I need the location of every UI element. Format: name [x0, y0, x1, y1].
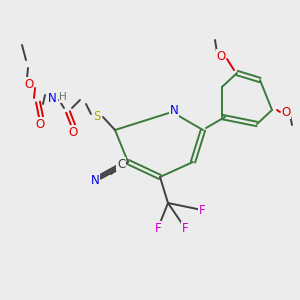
Text: O: O	[216, 50, 226, 62]
Text: O: O	[281, 106, 291, 118]
Text: N: N	[169, 104, 178, 118]
Text: O: O	[24, 77, 34, 91]
Text: F: F	[199, 203, 205, 217]
Text: N: N	[48, 92, 56, 104]
Text: N: N	[91, 173, 99, 187]
Text: F: F	[182, 221, 188, 235]
Text: F: F	[155, 221, 161, 235]
Text: O: O	[35, 118, 45, 130]
Text: H: H	[59, 92, 67, 102]
Text: O: O	[68, 125, 78, 139]
Text: C: C	[117, 158, 125, 170]
Text: S: S	[93, 110, 101, 124]
